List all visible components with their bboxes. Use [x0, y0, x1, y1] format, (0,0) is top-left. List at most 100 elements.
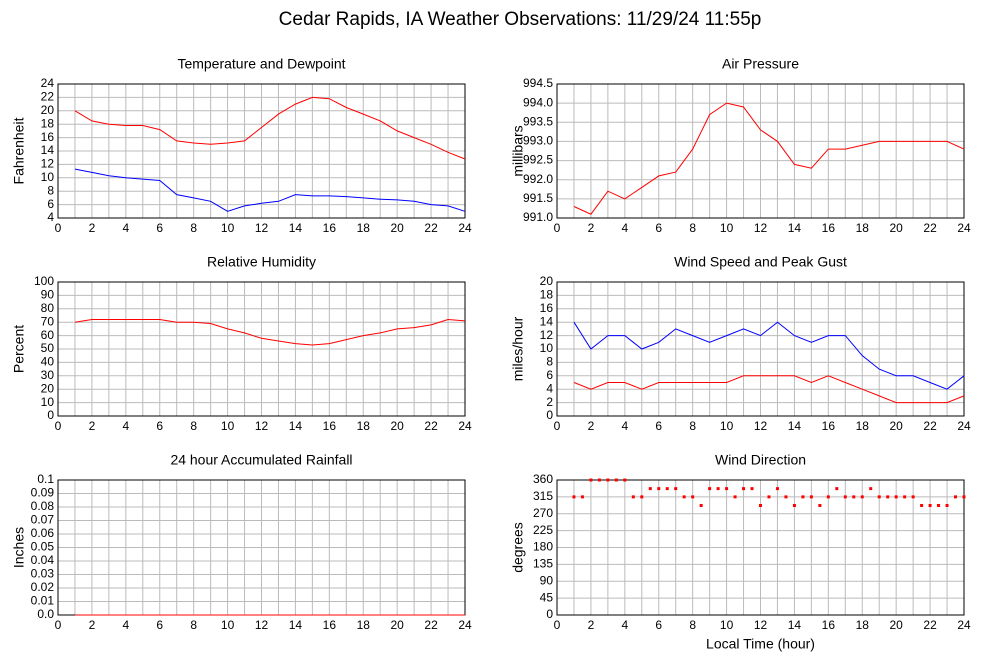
point: [623, 478, 627, 482]
x-tick-label: 18: [357, 419, 371, 433]
y-tick-label: 992.5: [523, 153, 553, 167]
point: [937, 504, 941, 507]
x-tick-label: 14: [289, 221, 303, 235]
point: [894, 495, 898, 499]
y-tick-label: 90: [41, 288, 55, 302]
point: [843, 495, 847, 499]
point: [716, 487, 720, 491]
y-tick-label: 4: [546, 381, 553, 395]
y-tick-label: 0: [546, 607, 553, 621]
y-tick-label: 0.04: [31, 553, 55, 567]
x-tick-label: 8: [190, 419, 197, 433]
x-tick-label: 22: [923, 618, 937, 632]
point: [640, 495, 644, 499]
y-tick-label: 0.05: [31, 540, 55, 554]
point: [945, 504, 949, 507]
chart-title: 24 hour Accumulated Rainfall: [170, 452, 352, 468]
plot-frame: [57, 281, 466, 417]
x-tick-label: 18: [357, 221, 371, 235]
y-tick-label: 40: [41, 355, 55, 369]
y-tick-label: 991.5: [523, 191, 553, 205]
series-line: [74, 318, 466, 346]
point: [792, 504, 796, 507]
x-tick-label: 0: [55, 419, 62, 433]
x-tick-label: 14: [788, 419, 802, 433]
y-tick-label: 0.07: [31, 513, 55, 527]
point: [708, 487, 712, 491]
plot-frame: [556, 479, 965, 616]
x-tick-label: 8: [190, 221, 197, 235]
point: [886, 495, 890, 499]
plot-frame: [556, 281, 965, 417]
y-tick-label: 0.06: [31, 526, 55, 540]
x-tick-label: 20: [889, 419, 903, 433]
y-axis-label: degrees: [510, 522, 526, 573]
y-tick-label: 20: [41, 103, 55, 117]
series-line: [573, 102, 965, 215]
x-tick-label: 12: [255, 221, 269, 235]
y-tick-label: 50: [41, 341, 55, 355]
y-tick-label: 12: [540, 328, 554, 342]
y-tick-label: 0.1: [37, 472, 54, 486]
point: [801, 495, 805, 499]
chart-title: Wind Speed and Peak Gust: [674, 254, 847, 270]
x-tick-label: 2: [588, 618, 595, 632]
x-tick-label: 18: [856, 618, 870, 632]
point: [928, 504, 932, 507]
y-tick-label: 360: [533, 472, 553, 486]
point: [691, 495, 695, 499]
point: [767, 495, 771, 499]
y-tick-label: 14: [540, 314, 554, 328]
point: [826, 495, 830, 499]
series-line: [573, 375, 965, 404]
y-tick-label: 991.0: [523, 210, 553, 224]
x-tick-label: 24: [458, 419, 472, 433]
point: [648, 487, 652, 491]
point: [699, 504, 703, 507]
x-tick-label: 16: [323, 618, 337, 632]
point: [962, 495, 966, 499]
y-tick-label: 16: [41, 130, 55, 144]
point: [580, 495, 584, 499]
x-tick-label: 12: [255, 618, 269, 632]
point: [631, 495, 635, 499]
series-line: [573, 321, 965, 390]
x-tick-label: 24: [957, 618, 971, 632]
y-tick-label: 0: [546, 408, 553, 422]
y-tick-label: 80: [41, 301, 55, 315]
x-tick-label: 6: [655, 419, 662, 433]
y-tick-label: 8: [546, 355, 553, 369]
x-tick-label: 4: [621, 221, 628, 235]
x-tick-label: 10: [221, 618, 235, 632]
x-tick-label: 20: [390, 419, 404, 433]
y-tick-label: 0.01: [31, 594, 55, 608]
x-tick-label: 0: [554, 221, 561, 235]
point: [877, 495, 881, 499]
x-tick-label: 14: [788, 618, 802, 632]
y-tick-label: 180: [533, 540, 553, 554]
chart-title: Temperature and Dewpoint: [177, 56, 345, 72]
x-tick-label: 16: [323, 221, 337, 235]
x-tick-label: 2: [89, 221, 96, 235]
y-tick-label: 993.0: [523, 134, 553, 148]
x-tick-label: 0: [55, 221, 62, 235]
x-tick-label: 18: [856, 221, 870, 235]
y-tick-label: 10: [41, 170, 55, 184]
point: [657, 487, 661, 491]
chart-title: Air Pressure: [722, 56, 799, 72]
y-tick-label: 994.0: [523, 95, 553, 109]
point: [860, 495, 864, 499]
x-tick-label: 18: [357, 618, 371, 632]
point: [682, 495, 686, 499]
point: [954, 495, 958, 499]
y-tick-label: 135: [533, 557, 553, 571]
x-tick-label: 2: [588, 221, 595, 235]
x-tick-label: 10: [720, 221, 734, 235]
y-tick-label: 270: [533, 506, 553, 520]
x-tick-label: 22: [424, 419, 438, 433]
x-tick-label: 2: [89, 618, 96, 632]
y-axis-label: Percent: [11, 325, 27, 373]
chart-title: Relative Humidity: [207, 254, 316, 270]
point: [725, 487, 729, 491]
